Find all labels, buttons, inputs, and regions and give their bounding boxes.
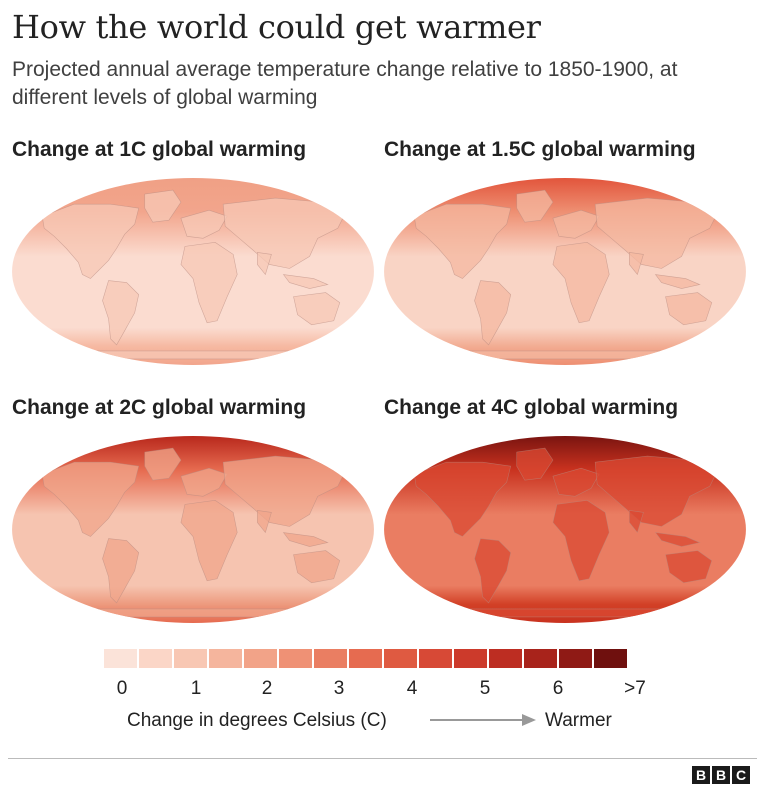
bbc-logo-letter: C: [732, 766, 750, 784]
legend-tick-label: 0: [116, 678, 128, 699]
continent-europe: [552, 467, 600, 497]
continent-africa: [552, 242, 610, 324]
legend-swatch: [279, 649, 312, 668]
continent-africa: [180, 242, 238, 324]
bbc-logo-letter: B: [712, 766, 730, 784]
legend-swatch: [349, 649, 382, 668]
continent-africa: [552, 500, 610, 582]
map-panel-1-5c: Change at 1.5C global warming: [384, 138, 754, 368]
world-map: [384, 436, 746, 623]
legend-tick-label: 2: [261, 678, 273, 699]
legend-swatch: [419, 649, 452, 668]
continent-greenland: [144, 447, 182, 481]
legend-swatch: [209, 649, 242, 668]
continent-africa: [180, 500, 238, 582]
legend-tick-label: 3: [333, 678, 345, 699]
legend-swatch: [104, 649, 137, 668]
map-panel-4c: Change at 4C global warming: [384, 396, 754, 626]
continent-europe: [552, 209, 600, 239]
continent-greenland: [516, 447, 554, 481]
continent-indonesia: [654, 532, 701, 547]
continent-india: [257, 252, 272, 276]
warmer-arrow-icon: [430, 714, 536, 726]
continent-northAmerica: [413, 203, 512, 279]
map-label: Change at 2C global warming: [12, 396, 307, 419]
legend-swatch: [489, 649, 522, 668]
continent-australia: [665, 550, 713, 584]
world-map: [384, 178, 746, 365]
continent-antarctica: [413, 350, 717, 360]
continent-greenland: [516, 189, 554, 223]
continent-greenland: [144, 189, 182, 223]
world-map: [12, 178, 374, 365]
legend-swatch: [454, 649, 487, 668]
continent-northAmerica: [41, 461, 140, 537]
legend-swatch: [524, 649, 557, 668]
color-scale-legend: [104, 649, 629, 668]
page-title: How the world could get warmer: [12, 8, 541, 46]
legend-swatch: [594, 649, 627, 668]
legend-tick-label: 1: [190, 678, 202, 699]
footer-divider: [8, 758, 757, 759]
map-label: Change at 1C global warming: [12, 138, 307, 161]
legend-tick-label: >7: [624, 678, 646, 699]
legend-tick-label: 6: [552, 678, 564, 699]
continent-antarctica: [41, 608, 345, 618]
continent-antarctica: [41, 350, 345, 360]
continent-southAmerica: [474, 538, 512, 604]
bbc-logo-letter: B: [692, 766, 710, 784]
continent-india: [629, 252, 644, 276]
continent-southAmerica: [474, 280, 512, 346]
continent-australia: [293, 292, 341, 326]
continent-northAmerica: [41, 203, 140, 279]
continent-australia: [665, 292, 713, 326]
continent-europe: [180, 209, 228, 239]
continent-antarctica: [413, 608, 717, 618]
legend-tick-label: 5: [479, 678, 491, 699]
continent-australia: [293, 550, 341, 584]
legend-swatch: [174, 649, 207, 668]
continent-india: [629, 510, 644, 534]
legend-swatch: [559, 649, 592, 668]
world-map: [12, 436, 374, 623]
continent-india: [257, 510, 272, 534]
map-label: Change at 1.5C global warming: [384, 138, 696, 161]
legend-caption: Change in degrees Celsius (C): [127, 710, 387, 731]
continent-indonesia: [654, 274, 701, 289]
legend-swatch: [244, 649, 277, 668]
legend-tick-label: 4: [406, 678, 418, 699]
continent-southAmerica: [102, 280, 140, 346]
continent-southAmerica: [102, 538, 140, 604]
legend-swatch: [314, 649, 347, 668]
continent-northAmerica: [413, 461, 512, 537]
continent-indonesia: [282, 532, 329, 547]
bbc-logo: B B C: [690, 766, 750, 784]
legend-swatch: [384, 649, 417, 668]
map-panel-1c: Change at 1C global warming: [12, 138, 382, 368]
warmer-label: Warmer: [545, 710, 612, 731]
map-label: Change at 4C global warming: [384, 396, 679, 419]
continent-europe: [180, 467, 228, 497]
map-panel-2c: Change at 2C global warming: [12, 396, 382, 626]
legend-swatch: [139, 649, 172, 668]
continent-indonesia: [282, 274, 329, 289]
page-subtitle: Projected annual average temperature cha…: [12, 58, 678, 109]
